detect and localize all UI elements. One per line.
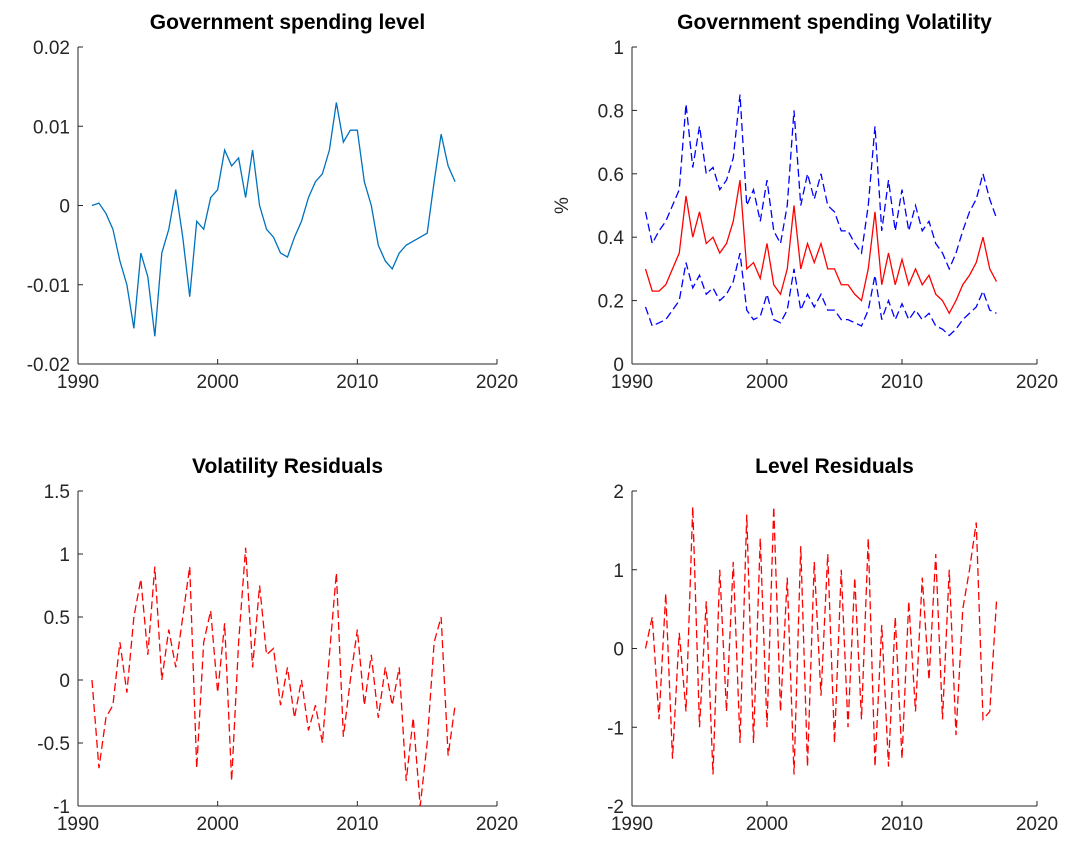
x-tick-label: 2020: [476, 814, 518, 835]
x-tick-label: 2020: [1016, 814, 1058, 835]
y-tick-label: -0.01: [27, 276, 70, 297]
x-tick-label: 2000: [197, 372, 239, 393]
y-tick-label: 0.8: [598, 101, 624, 122]
y-tick-label: -0.02: [27, 355, 70, 376]
y-tick-label: -2: [607, 797, 624, 818]
x-tick-label: 2000: [197, 814, 239, 835]
data-line: [644, 180, 998, 315]
y-tick-label: 0.02: [33, 38, 70, 59]
x-tick-label: 1990: [611, 814, 653, 835]
y-tick-label: 0: [59, 671, 70, 692]
y-tick-label: 1: [613, 561, 624, 582]
y-tick-label: 0: [59, 197, 70, 218]
x-tick-label: 2010: [881, 814, 923, 835]
y-tick-label: 1: [59, 545, 70, 566]
y-tick-label: -1: [53, 797, 70, 818]
data-line: [644, 506, 998, 775]
x-tick-label: 1990: [57, 372, 99, 393]
x-tick-label: 1990: [57, 814, 99, 835]
x-tick-label: 1990: [611, 372, 653, 393]
data-line: [644, 252, 997, 337]
chart-title: Government spending level: [150, 11, 425, 34]
x-tick-label: 2010: [336, 814, 378, 835]
y-tick-label: 2: [613, 482, 624, 503]
y-tick-label: 1: [613, 38, 624, 59]
y-tick-label: 0.2: [598, 292, 624, 313]
chart-title: Volatility Residuals: [192, 455, 383, 478]
y-tick-label: 0: [613, 640, 624, 661]
x-tick-label: 2020: [1016, 372, 1058, 393]
y-tick-label: 0.01: [33, 117, 70, 138]
y-tick-label: -1: [607, 718, 624, 739]
x-tick-label: 2020: [476, 372, 518, 393]
y-tick-label: -0.5: [37, 734, 70, 755]
subplot: Government spending level -0.02 -0.01 0 0.01…: [27, 11, 518, 393]
x-tick-label: 2010: [881, 372, 923, 393]
y-tick-label: 0.4: [598, 228, 625, 249]
data-line: [91, 547, 456, 807]
y-tick-label: 0.5: [44, 608, 70, 629]
chart-title: Level Residuals: [755, 455, 914, 478]
x-tick-label: 2000: [746, 814, 788, 835]
y-tick-label: 0.6: [598, 165, 624, 186]
subplot: Volatility Residuals -1 -0.5 0 0.5 1 1.5 1990 20…: [37, 455, 518, 835]
x-tick-label: 2000: [746, 372, 788, 393]
chart-title: Government spending Volatility: [677, 11, 992, 34]
data-line: [644, 94, 998, 271]
subplot: Government spending Volatility% 0 0.2 0.4 0.…: [552, 11, 1058, 393]
subplot: Level Residuals -2 -1 0 1 2 1990 2000 2010 2020: [607, 455, 1058, 835]
y-axis-label: %: [552, 197, 573, 214]
y-tick-label: 0: [613, 355, 624, 376]
x-tick-label: 2010: [336, 372, 378, 393]
data-line: [91, 102, 456, 337]
y-tick-label: 1.5: [44, 482, 70, 503]
